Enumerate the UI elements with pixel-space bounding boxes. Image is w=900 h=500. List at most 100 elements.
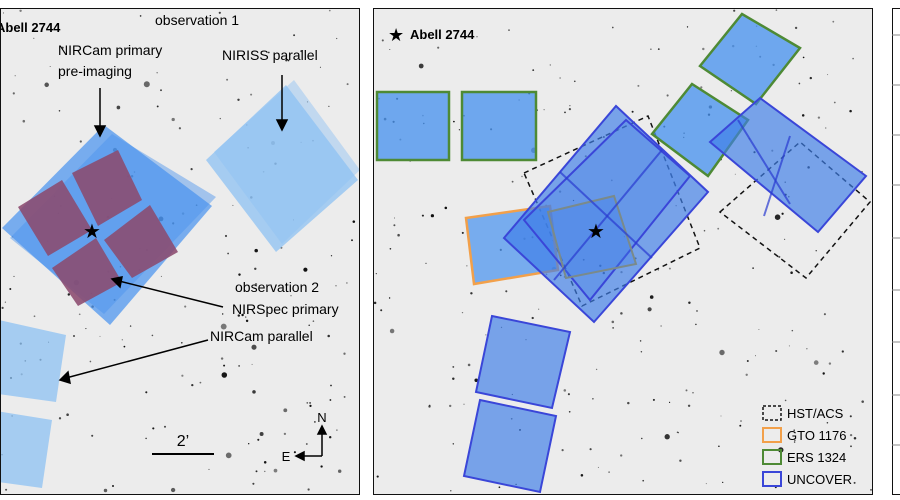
background-star bbox=[89, 360, 92, 363]
target-star-icon: ★ bbox=[388, 25, 404, 45]
background-star bbox=[470, 292, 473, 295]
background-star bbox=[9, 288, 12, 290]
background-star bbox=[450, 490, 452, 492]
background-star bbox=[19, 9, 22, 12]
background-star bbox=[815, 250, 817, 252]
nirspec-primary-label: NIRSpec primary bbox=[232, 301, 339, 317]
background-star bbox=[123, 345, 126, 348]
background-star bbox=[336, 37, 338, 40]
background-star bbox=[85, 328, 87, 330]
background-star bbox=[293, 34, 296, 37]
background-star bbox=[388, 297, 391, 299]
background-star bbox=[178, 127, 182, 130]
background-star bbox=[394, 217, 395, 219]
background-star bbox=[849, 415, 852, 418]
legend-swatch-uncover bbox=[762, 471, 782, 487]
background-star bbox=[91, 434, 94, 437]
background-star bbox=[794, 439, 796, 442]
background-star bbox=[252, 390, 256, 394]
background-star bbox=[111, 484, 115, 488]
background-star bbox=[287, 59, 290, 62]
background-star bbox=[78, 313, 81, 316]
background-star bbox=[717, 227, 720, 230]
background-star bbox=[832, 20, 835, 23]
background-star bbox=[567, 393, 570, 396]
arrow-head-icon bbox=[275, 119, 289, 132]
background-star bbox=[452, 377, 455, 381]
background-star bbox=[58, 110, 61, 112]
background-star bbox=[156, 105, 159, 108]
legend-label-hst-acs: HST/ACS bbox=[787, 406, 844, 421]
background-star bbox=[12, 92, 15, 95]
arrow-head-icon bbox=[58, 370, 71, 385]
background-star bbox=[224, 234, 228, 238]
background-star bbox=[705, 483, 707, 485]
background-star bbox=[254, 282, 258, 286]
background-star bbox=[73, 335, 75, 337]
background-star bbox=[452, 443, 455, 445]
background-star bbox=[320, 465, 323, 468]
background-star bbox=[376, 475, 379, 478]
background-star bbox=[823, 313, 826, 316]
background-star bbox=[827, 74, 829, 76]
background-star bbox=[802, 56, 805, 59]
background-star bbox=[181, 374, 184, 377]
background-star bbox=[852, 57, 854, 60]
background-star bbox=[679, 459, 682, 462]
background-star bbox=[190, 168, 193, 171]
background-star bbox=[849, 109, 852, 113]
background-star bbox=[238, 273, 241, 276]
background-star bbox=[611, 26, 614, 29]
background-star bbox=[568, 410, 571, 413]
background-star bbox=[225, 452, 232, 459]
background-star bbox=[191, 383, 194, 387]
background-star bbox=[781, 212, 784, 215]
background-star bbox=[156, 72, 158, 74]
nircam-primary-sublabel: pre-imaging bbox=[58, 63, 132, 79]
background-star bbox=[637, 84, 640, 87]
background-star bbox=[559, 77, 561, 79]
background-star bbox=[449, 404, 452, 408]
background-star bbox=[283, 408, 288, 413]
background-star bbox=[208, 468, 210, 470]
background-star bbox=[752, 267, 754, 269]
background-star bbox=[237, 98, 240, 102]
background-star bbox=[692, 392, 694, 394]
niriss-parallel-footprint bbox=[206, 80, 360, 252]
background-star bbox=[458, 129, 461, 131]
background-star bbox=[232, 204, 234, 206]
background-star bbox=[145, 391, 148, 394]
background-star bbox=[677, 432, 679, 434]
background-star bbox=[389, 247, 392, 250]
background-star bbox=[306, 101, 309, 103]
background-star bbox=[99, 335, 101, 337]
background-star bbox=[745, 373, 748, 376]
third-panel-edge bbox=[892, 8, 900, 495]
background-star bbox=[849, 433, 853, 437]
background-star bbox=[248, 443, 250, 445]
background-star bbox=[826, 422, 829, 424]
background-star bbox=[251, 363, 253, 365]
background-star bbox=[79, 140, 82, 143]
background-star bbox=[218, 11, 221, 14]
left-panel: ★ Abell 2744 observation 1 NIRCam primar… bbox=[0, 8, 360, 495]
background-star bbox=[300, 50, 303, 53]
legend-swatch-gto-1176 bbox=[762, 427, 782, 443]
background-star bbox=[335, 285, 337, 287]
background-star bbox=[700, 86, 703, 89]
background-star bbox=[58, 417, 62, 420]
scale-bar: 2’ bbox=[152, 433, 214, 455]
background-star bbox=[389, 48, 391, 51]
background-star bbox=[640, 351, 643, 353]
background-star bbox=[784, 399, 787, 402]
background-star bbox=[199, 381, 202, 384]
background-star bbox=[611, 320, 615, 324]
background-star bbox=[734, 173, 736, 175]
legend-swatch-ers-1324 bbox=[762, 449, 782, 465]
background-star bbox=[722, 481, 724, 484]
background-star bbox=[758, 328, 760, 331]
background-star bbox=[13, 275, 15, 277]
cluster-center-star-icon: ★ bbox=[83, 221, 101, 243]
background-star bbox=[328, 435, 332, 439]
compass-icon bbox=[294, 424, 328, 462]
